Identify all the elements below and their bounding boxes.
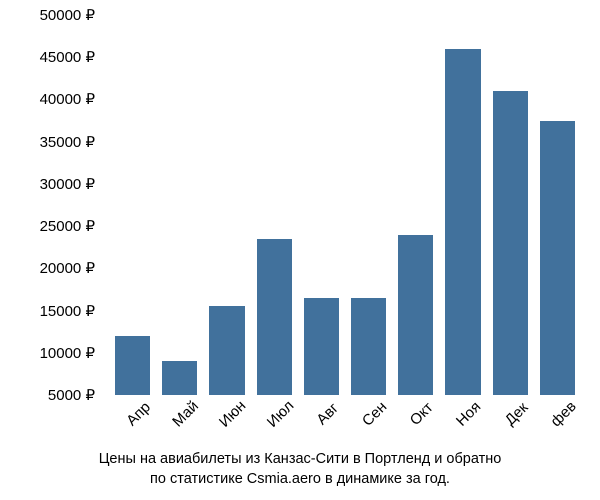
y-tick-label: 40000 ₽ xyxy=(40,90,95,108)
plot-area xyxy=(105,15,585,395)
x-tick-label: фев xyxy=(545,396,600,456)
caption-line-2: по статистике Csmia.aero в динамике за г… xyxy=(150,471,450,487)
y-tick-label: 35000 ₽ xyxy=(40,133,95,151)
x-tick-label: Ноя xyxy=(451,396,511,456)
bar xyxy=(209,306,244,395)
price-chart: 5000 ₽ 10000 ₽ 15000 ₽ 20000 ₽ 25000 ₽ 30000 … xyxy=(10,10,590,490)
x-tick-label: Авг xyxy=(309,396,369,456)
bar xyxy=(257,239,292,395)
y-tick-label: 30000 ₽ xyxy=(40,175,95,193)
bar xyxy=(398,235,433,395)
bar xyxy=(304,298,339,395)
x-tick-label: Июн xyxy=(215,396,275,456)
bar xyxy=(540,121,575,395)
y-tick-label: 25000 ₽ xyxy=(40,217,95,235)
bar xyxy=(115,336,150,395)
bar xyxy=(351,298,386,395)
y-tick-label: 10000 ₽ xyxy=(40,344,95,362)
bar xyxy=(493,91,528,395)
x-tick-label: Дек xyxy=(498,396,558,456)
x-axis: АпрМайИюнИюлАвгСенОктНояДекфев xyxy=(105,400,585,450)
y-axis: 5000 ₽10000 ₽15000 ₽20000 ₽25000 ₽30000 … xyxy=(10,15,100,395)
bar xyxy=(162,361,197,395)
y-tick-label: 15000 ₽ xyxy=(40,302,95,320)
caption-line-1: Цены на авиабилеты из Канзас-Сити в Порт… xyxy=(99,451,502,467)
bars-group xyxy=(105,15,585,395)
x-tick-label: Апр xyxy=(120,396,180,456)
y-tick-label: 20000 ₽ xyxy=(40,259,95,277)
bar xyxy=(445,49,480,395)
y-tick-label: 5000 ₽ xyxy=(48,386,95,404)
y-tick-label: 45000 ₽ xyxy=(40,48,95,66)
x-tick-label: Сен xyxy=(356,396,416,456)
chart-caption: Цены на авиабилеты из Канзас-Сити в Порт… xyxy=(10,450,590,489)
x-tick-label: Июл xyxy=(262,396,322,456)
y-tick-label: 50000 ₽ xyxy=(40,6,95,24)
